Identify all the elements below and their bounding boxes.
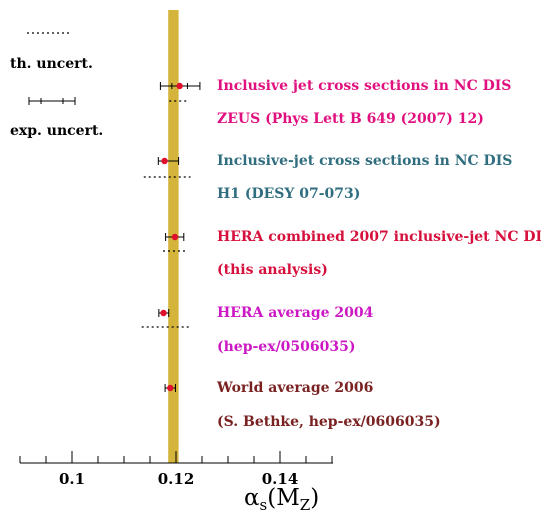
point-label-title: World average 2006 (216, 380, 373, 396)
point-labels: Inclusive jet cross sections in NC DIS ZE… (216, 78, 541, 430)
point-label-title: Inclusive jet cross sections in NC DIS (217, 78, 511, 94)
point-label-reference: ZEUS (Phys Lett B 649 (2007) 12) (217, 111, 484, 127)
legend-th-label: th. uncert. (10, 56, 93, 72)
legend-exp-sample (28, 97, 76, 105)
legend: th. uncert. exp. uncert. (10, 32, 103, 139)
central-value-marker (160, 309, 167, 317)
x-axis-label: αs(MZ) (244, 485, 319, 514)
point-label-reference: (this analysis) (217, 262, 328, 278)
point-label-title: HERA average 2004 (217, 305, 374, 321)
data-point-1 (159, 82, 201, 102)
x-tick-label: 0.12 (158, 470, 195, 488)
central-value-marker (176, 82, 183, 90)
point-label-title: Inclusive-jet cross sections in NC DIS (217, 153, 512, 169)
data-point-3 (163, 233, 188, 252)
x-tick-label: 0.14 (262, 470, 299, 488)
x-tick-label: 0.1 (59, 470, 85, 488)
central-value-marker (171, 233, 179, 241)
x-axis-ticks (19, 451, 333, 463)
point-label-reference: (hep-ex/0506035) (217, 339, 356, 355)
legend-exp-label: exp. uncert. (10, 123, 103, 139)
data-point-4 (141, 309, 189, 328)
central-value-marker (167, 384, 174, 392)
point-label-reference: (S. Bethke, hep-ex/0606035) (217, 414, 441, 430)
central-value-marker (161, 157, 168, 165)
data-point-2 (143, 157, 191, 178)
point-label-title: HERA combined 2007 inclusive-jet NC DIS (217, 229, 541, 245)
data-point-5 (164, 384, 176, 392)
point-label-reference: H1 (DESY 07-073) (217, 186, 360, 202)
x-axis-tick-labels: 0.1 0.12 0.14 (59, 470, 298, 488)
data-points (141, 82, 201, 392)
